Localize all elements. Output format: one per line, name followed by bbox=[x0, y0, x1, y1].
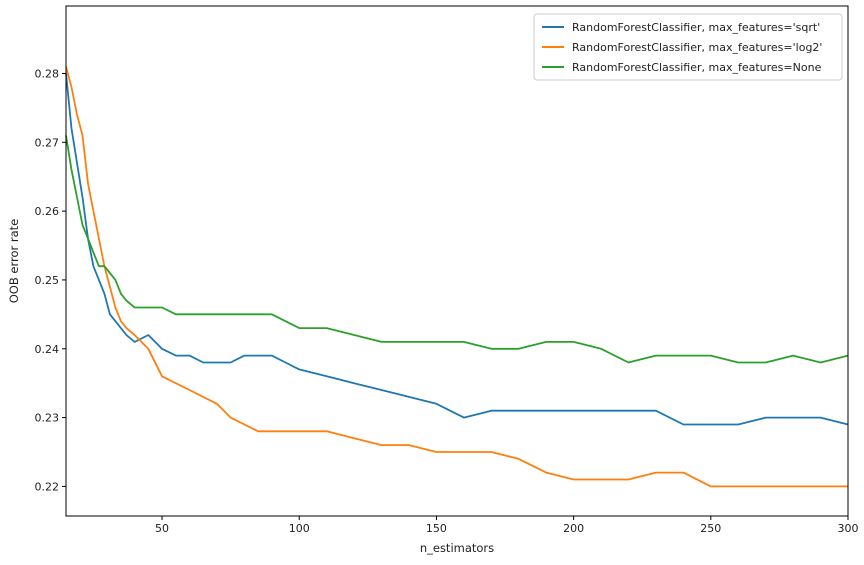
series-layer bbox=[65, 66, 849, 488]
x-tick-label: 100 bbox=[289, 522, 310, 535]
y-tick-label: 0.25 bbox=[35, 274, 60, 287]
y-axis-label: OOB error rate bbox=[7, 219, 21, 304]
axes-layer: 50 100 150 200 250 300 0.22 0.23 0.24 0.25 0.26 0.2… bbox=[7, 5, 859, 555]
y-tick-label: 0.24 bbox=[35, 343, 60, 356]
y-tick-label: 0.22 bbox=[35, 480, 60, 493]
y-tick-label: 0.28 bbox=[35, 67, 60, 80]
y-tick-label: 0.26 bbox=[35, 205, 60, 218]
axes-frame bbox=[65, 5, 849, 517]
y-tick-label: 0.23 bbox=[35, 412, 60, 425]
x-tick-label: 150 bbox=[426, 522, 447, 535]
legend-label-sqrt: RandomForestClassifier, max_features='sq… bbox=[572, 21, 820, 34]
series-line-sqrt bbox=[65, 73, 849, 426]
x-tick-label: 50 bbox=[155, 522, 169, 535]
x-tick-label: 200 bbox=[563, 522, 584, 535]
legend-box bbox=[533, 13, 843, 81]
x-axis-label: n_estimators bbox=[420, 541, 494, 555]
legend-label-none: RandomForestClassifier, max_features=Non… bbox=[572, 61, 822, 74]
x-tick-label: 300 bbox=[838, 522, 859, 535]
series-line-none bbox=[65, 135, 849, 364]
series-line-log2 bbox=[65, 66, 848, 488]
y-tick-label: 0.27 bbox=[35, 136, 60, 149]
x-tick-label: 250 bbox=[700, 522, 721, 535]
legend-label-log2: RandomForestClassifier, max_features='lo… bbox=[572, 41, 822, 54]
plot-area bbox=[66, 6, 848, 516]
legend: RandomForestClassifier, max_features='sq… bbox=[533, 13, 843, 81]
